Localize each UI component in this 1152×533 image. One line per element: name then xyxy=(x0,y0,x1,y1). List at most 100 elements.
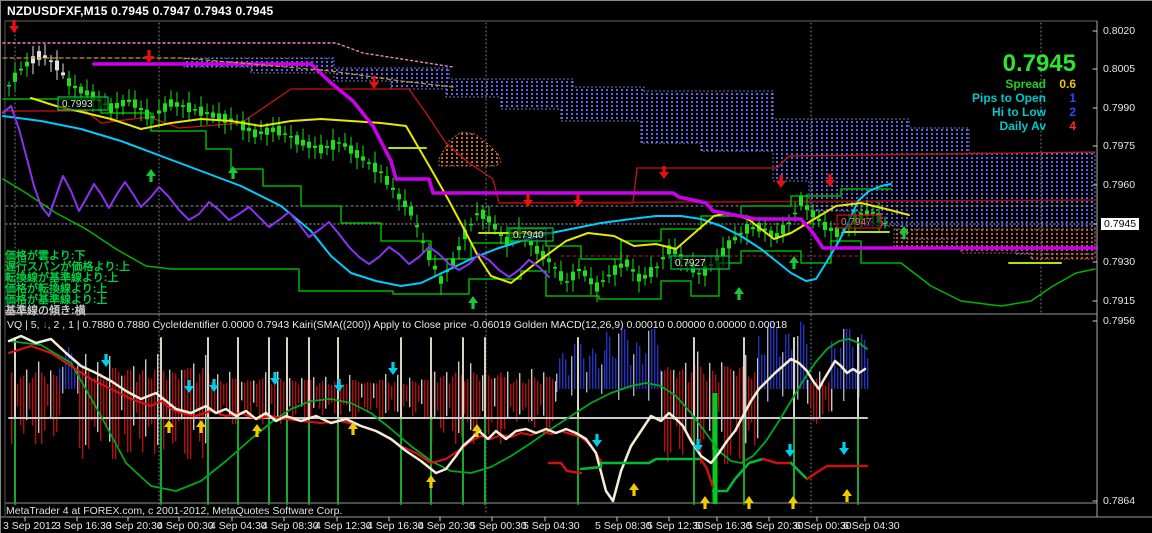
candle xyxy=(433,265,437,270)
candle xyxy=(829,227,833,231)
candle xyxy=(13,72,17,82)
candle xyxy=(151,116,155,118)
series-dotted-pink-top xyxy=(2,42,454,68)
candle xyxy=(535,245,539,254)
candle xyxy=(31,56,35,64)
candle xyxy=(655,266,659,269)
quote-rows: Spread 0.6 Pips to Open 1 Hi to Low 2 Daily Av… xyxy=(972,77,1076,133)
candle xyxy=(277,125,281,136)
candle xyxy=(475,213,479,216)
candle xyxy=(667,245,671,255)
candle xyxy=(799,196,803,206)
candle xyxy=(457,246,461,251)
quote-row-value: 1 xyxy=(1069,91,1076,105)
time-tick-label: 4 Sep 20:30 xyxy=(418,520,475,532)
time-tick-label: 6 Sep 04:30 xyxy=(843,520,900,532)
price-tick-label: 0.8020 xyxy=(1103,25,1136,37)
candle xyxy=(793,212,797,215)
quote-row-label: Hi to Low xyxy=(992,105,1046,119)
time-tick-label: 5 Sep 20:30 xyxy=(747,520,804,532)
candle xyxy=(43,55,47,59)
price-tick-label: 0.7990 xyxy=(1103,102,1136,114)
up-arrow-icon xyxy=(734,287,744,300)
time-tick-label: 4 Sep 00:30 xyxy=(157,520,214,532)
candle xyxy=(331,139,335,150)
candle xyxy=(355,150,359,158)
svg-text:0.7940: 0.7940 xyxy=(513,230,544,241)
quote-panel: 0.7945 Spread 0.6 Pips to Open 1 Hi to Low 2 D… xyxy=(972,50,1076,134)
time-tick-label: 4 Sep 08:30 xyxy=(262,520,319,532)
svg-text:0.7993: 0.7993 xyxy=(62,99,93,110)
kumo-orange-right xyxy=(893,228,1096,260)
sub-panel xyxy=(7,321,869,509)
candle xyxy=(367,162,371,164)
up-arrow-icon xyxy=(196,420,206,433)
quote-row-value: 4 xyxy=(1069,119,1076,133)
candle xyxy=(607,274,611,277)
indicator-caption: VQ | 5, ↓, 2 , 1 | 0.7880 0.7880 CycleId… xyxy=(7,319,787,331)
candle xyxy=(313,145,317,149)
candle xyxy=(631,269,635,272)
candle xyxy=(751,227,755,230)
candle xyxy=(577,268,581,272)
down-arrow-icon xyxy=(573,194,583,207)
up-arrow-icon xyxy=(252,424,262,437)
time-tick-label: 4 Sep 12:30 xyxy=(315,520,372,532)
candle xyxy=(19,68,23,71)
quote-price: 0.7945 xyxy=(1002,50,1076,77)
down-arrow-icon xyxy=(659,166,669,179)
copyright-text: MetaTrader 4 at FOREX.com, c 2001-2012, … xyxy=(6,505,343,517)
candle xyxy=(91,91,95,102)
candle xyxy=(559,271,563,281)
time-tick-label: 3 Sep 20:30 xyxy=(106,520,163,532)
candle xyxy=(865,210,869,216)
time-axis[interactable]: 3 Sep 2012 3 Sep 16:30 3 Sep 20:30 4 Sep 00… xyxy=(1,518,1152,533)
candle xyxy=(61,72,65,76)
time-tick-label: 5 Sep 16:30 xyxy=(695,520,752,532)
series-yellow-tenkan xyxy=(30,97,910,284)
candle xyxy=(415,225,419,228)
time-tick-label: 5 Sep 04:30 xyxy=(523,520,580,532)
up-arrow-icon xyxy=(348,422,358,435)
time-tick-label: 5 Sep 08:30 xyxy=(595,520,652,532)
candle xyxy=(169,99,173,107)
candle xyxy=(403,200,407,207)
candle xyxy=(373,162,377,173)
ichimoku-note-line: 転換線が基準線より:上 xyxy=(5,272,119,284)
candle xyxy=(295,135,299,145)
candle xyxy=(187,102,191,113)
candle xyxy=(133,99,137,108)
candle xyxy=(727,240,731,249)
time-tick-label: 4 Sep 16:30 xyxy=(367,520,424,532)
series-cyan-ma xyxy=(2,115,892,287)
price-axis[interactable]: 0.8020 0.8005 0.7990 0.7975 0.7960 0.7945 0.79… xyxy=(1099,1,1152,533)
price-tick-label: 0.7975 xyxy=(1103,140,1136,152)
candle xyxy=(811,210,815,218)
svg-text:0.7947: 0.7947 xyxy=(841,217,872,228)
candle xyxy=(571,271,575,281)
down-arrow-icon xyxy=(270,372,280,385)
time-tick-label: 6 Sep 00:30 xyxy=(795,520,852,532)
candle xyxy=(37,51,41,60)
candle xyxy=(481,209,485,219)
current-price-label: 0.7945 xyxy=(1101,218,1140,230)
candle xyxy=(769,230,773,237)
candle xyxy=(565,281,569,283)
candle xyxy=(217,113,221,121)
candle xyxy=(25,61,29,67)
price-tick-label: 0.7930 xyxy=(1103,256,1136,268)
candle xyxy=(823,222,827,230)
sub-price-tick-label: 0.7864 xyxy=(1103,495,1136,507)
up-arrow-icon xyxy=(472,424,482,437)
candle xyxy=(157,110,161,114)
candle xyxy=(307,141,311,148)
candle xyxy=(67,78,71,87)
quote-row-pips-to-open: Pips to Open 1 xyxy=(972,91,1076,105)
down-arrow-icon xyxy=(825,174,835,187)
ichimoku-note-line: 遅行スパンが価格より:上 xyxy=(5,261,130,273)
up-arrow-icon xyxy=(788,496,798,509)
candle xyxy=(463,229,467,240)
down-arrow-icon xyxy=(144,50,154,63)
